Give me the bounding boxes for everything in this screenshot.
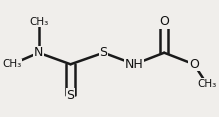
- Text: CH₃: CH₃: [197, 79, 216, 89]
- Text: O: O: [159, 15, 169, 28]
- Text: NH: NH: [125, 58, 144, 71]
- Text: S: S: [67, 89, 74, 102]
- Text: CH₃: CH₃: [2, 59, 22, 69]
- Text: CH₃: CH₃: [29, 16, 48, 27]
- Text: O: O: [189, 58, 199, 71]
- Text: S: S: [100, 46, 108, 59]
- Text: N: N: [34, 46, 43, 59]
